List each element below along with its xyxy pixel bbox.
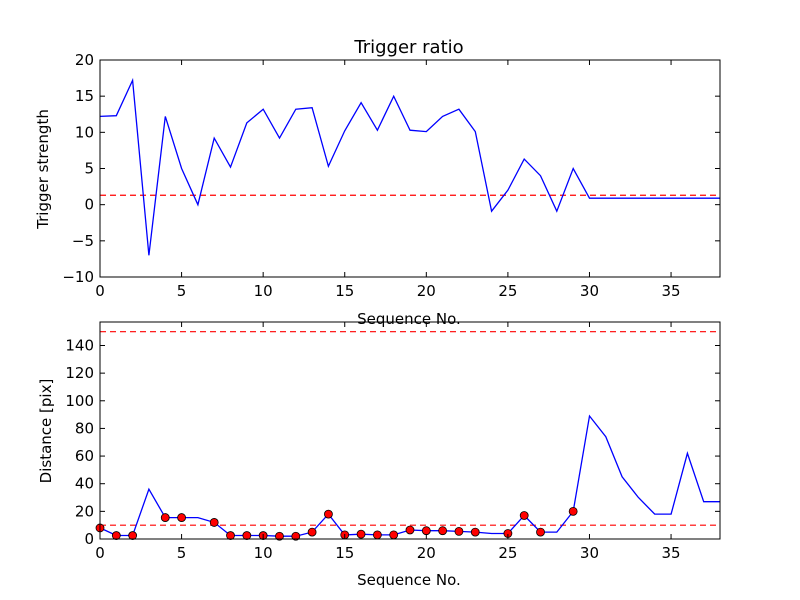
bottom-marker-point [519, 511, 529, 520]
bottom-marker-point [372, 530, 382, 540]
bottom-marker-point [324, 509, 333, 519]
bottom-marker-point [209, 518, 219, 527]
bottom-marker-point [454, 526, 464, 536]
top-x-tick-label: 10 [254, 282, 273, 300]
bottom-marker-point [111, 531, 121, 540]
bottom-x-tick-label: 10 [254, 544, 273, 562]
distance-axes: Sequence No. Distance [pix] 0 5 10 15 20 25 30… [37, 321, 721, 589]
bottom-x-axis-label: Sequence No. [357, 571, 461, 589]
bottom-y-tick-label: 40 [75, 475, 94, 493]
top-x-tick-label: 20 [417, 282, 436, 300]
bottom-y-tick-label: 80 [75, 419, 94, 437]
trigger-ratio-axes: Trigger ratio Sequence No. Trigger stren… [34, 37, 721, 328]
bottom-axes-frame [99, 321, 721, 540]
top-y-tick-label: 15 [75, 87, 94, 105]
bottom-x-tick-label: 5 [177, 544, 187, 562]
bottom-y-tick-label: 100 [65, 392, 94, 410]
bottom-marker-point [536, 527, 545, 537]
bottom-y-tick-label: 140 [65, 336, 94, 354]
bottom-x-tick-label: 0 [95, 544, 105, 562]
bottom-y-tick-label: 60 [75, 447, 94, 465]
top-plot-content: 0 5 10 15 20 25 30 35 −10 −5 0 5 10 15 20 [62, 51, 721, 300]
bottom-marker-point [405, 525, 415, 535]
bottom-y-axis-label: Distance [pix] [37, 379, 55, 484]
bottom-plot-content: 0 5 10 15 20 25 30 35 0 20 40 60 80 100 120 140 [65, 321, 721, 562]
top-y-tick-label: 0 [84, 196, 94, 214]
bottom-marker-point [568, 506, 578, 516]
bottom-marker-point [470, 527, 480, 537]
bottom-x-tick-label: 25 [498, 544, 517, 562]
bottom-x-tick-label: 20 [417, 544, 436, 562]
bottom-marker-point [226, 531, 235, 540]
top-y-tick-label: 10 [75, 123, 94, 141]
top-x-tick-label: 0 [95, 282, 105, 300]
top-y-axis-label: Trigger strength [34, 109, 52, 230]
bottom-marker-point [128, 531, 138, 540]
top-y-tick-label: −10 [62, 268, 94, 286]
bottom-marker-point [275, 531, 284, 541]
top-y-tick-label: 20 [75, 51, 94, 69]
bottom-marker-point [438, 526, 448, 536]
bottom-marker-point [291, 531, 301, 541]
top-x-tick-label: 30 [580, 282, 599, 300]
bottom-y-tick-label: 0 [84, 530, 94, 548]
bottom-x-tick-label: 15 [335, 544, 354, 562]
top-y-tick-label: 5 [84, 160, 94, 178]
top-y-tick-label: −5 [72, 232, 94, 250]
bottom-marker-point [307, 527, 317, 537]
bottom-marker-point [389, 530, 399, 540]
bottom-marker-point [177, 513, 186, 522]
bottom-marker-point [421, 526, 431, 536]
top-x-tick-label: 15 [335, 282, 354, 300]
top-x-tick-label: 5 [177, 282, 187, 300]
bottom-x-tick-label: 35 [662, 544, 681, 562]
bottom-marker-point [160, 513, 170, 522]
bottom-marker-point [242, 531, 252, 540]
top-series-line [99, 77, 720, 256]
top-x-tick-label: 35 [662, 282, 681, 300]
bottom-y-tick-label: 20 [75, 502, 94, 520]
bottom-marker-point [356, 529, 366, 539]
top-x-tick-label: 25 [498, 282, 517, 300]
top-x-axis-label: Sequence No. [357, 310, 461, 328]
chart-title: Trigger ratio [353, 37, 463, 58]
bottom-x-tick-label: 30 [580, 544, 599, 562]
bottom-y-tick-label: 120 [65, 364, 94, 382]
